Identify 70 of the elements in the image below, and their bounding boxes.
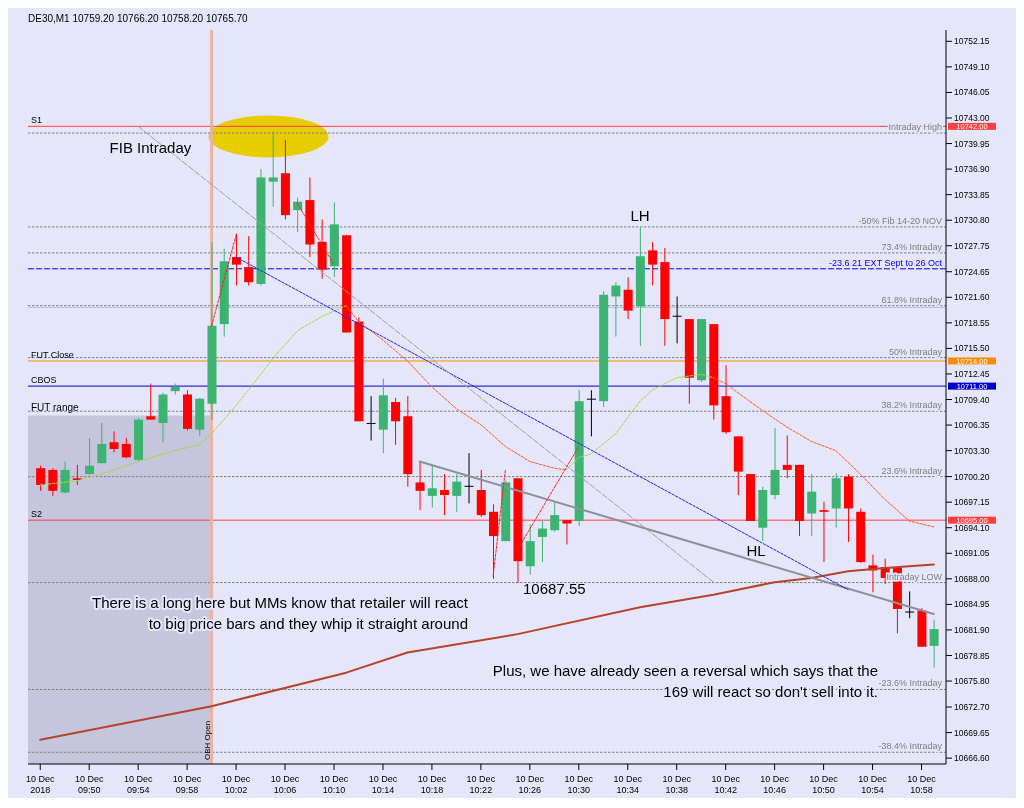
ref-line-label: 38.2% Intraday xyxy=(881,400,943,411)
y-tick-label: 10700.20 xyxy=(954,471,990,482)
x-tick-label: 10 Dec 10:42 xyxy=(711,774,741,795)
y-tick-label: 10675.80 xyxy=(954,676,990,687)
ref-line-label: 50% Intraday xyxy=(888,346,943,357)
x-tick-label: 10 Dec 10:02 xyxy=(221,774,251,795)
y-tick-label: 10678.85 xyxy=(954,650,990,661)
x-tick-label: 10 Dec 09:54 xyxy=(123,774,153,795)
y-tick-label: 10730.80 xyxy=(954,215,990,226)
annotation: FUT Close xyxy=(31,349,74,360)
x-tick-label: 10 Dec 10:26 xyxy=(515,774,545,795)
ref-line-label: -38.4% Intraday xyxy=(878,741,943,752)
ref-line-label: OBH Open xyxy=(202,720,212,760)
y-tick-label: 10724.65 xyxy=(954,266,990,277)
x-tick-label: 10 Dec 09:50 xyxy=(74,774,104,795)
y-tick-label: 10749.10 xyxy=(954,61,990,72)
ref-line-label: -23.6% Intraday xyxy=(878,678,943,689)
y-tick-label: 10718.55 xyxy=(954,317,990,328)
y-tick-label: 10712.45 xyxy=(954,368,990,379)
x-tick-label: 10 Dec 09:58 xyxy=(172,774,202,795)
y-tick-label: 10727.75 xyxy=(954,240,990,251)
y-tick-label: 10706.35 xyxy=(954,420,990,431)
annotation: S1 xyxy=(31,115,43,126)
x-tick-label: 10 Dec 10:54 xyxy=(858,774,888,795)
y-tick-label: 10669.65 xyxy=(954,727,990,738)
annotation: CBOS xyxy=(31,375,57,386)
y-tick-label: 10684.95 xyxy=(954,599,990,610)
x-tick-label: 10 Dec 10:58 xyxy=(907,774,937,795)
x-tick-label: 10 Dec 2018 xyxy=(25,774,55,795)
band-label: FUT range xyxy=(31,402,80,414)
annotation: 10687.55 xyxy=(523,579,586,597)
ref-line-label: 23.6% Intraday xyxy=(881,465,943,476)
y-tick-label: 10666.60 xyxy=(954,753,990,764)
y-tick-label: 10694.10 xyxy=(954,522,990,533)
y-tick-label: 10715.50 xyxy=(954,343,990,354)
annotation: S2 xyxy=(31,509,43,520)
x-tick-label: 10 Dec 10:10 xyxy=(319,774,349,795)
annotation: Plus, we have already seen a reversal which says that the 169 will react so don't sell into it. xyxy=(492,662,878,700)
y-tick-label: 10746.05 xyxy=(954,87,990,98)
y-tick-label: 10703.30 xyxy=(954,445,990,456)
x-tick-label: 10 Dec 10:30 xyxy=(564,774,594,795)
y-tick-label: 10739.95 xyxy=(954,138,990,149)
y-tick-label: 10681.90 xyxy=(954,624,990,635)
ref-line-label: 73.4% Intraday xyxy=(881,241,943,252)
y-tick-label: 10721.60 xyxy=(954,292,990,303)
x-tick-label: 10 Dec 10:46 xyxy=(760,774,790,795)
x-tick-label: 10 Dec 10:18 xyxy=(417,774,447,795)
y-tick-label: 10672.70 xyxy=(954,702,990,713)
y-tick-label: 10688.00 xyxy=(954,573,990,584)
annotation: LH xyxy=(630,207,650,224)
y-tick-label: 10736.90 xyxy=(954,164,990,175)
y-tick-label: 10752.15 xyxy=(954,36,990,47)
x-tick-label: 10 Dec 10:50 xyxy=(809,774,839,795)
x-tick-label: 10 Dec 10:22 xyxy=(466,774,496,795)
annotation: HL xyxy=(746,542,766,559)
ref-line-label: -50% Fib 14-20 NOV xyxy=(858,215,942,226)
x-tick-label: 10 Dec 10:34 xyxy=(613,774,643,795)
ref-line-label: 61.8% Intraday xyxy=(881,294,943,305)
annotation: There is a long here but MMs know that retailer will react to big price bars and they whip it straight around xyxy=(92,594,469,632)
y-tick-label: 10697.15 xyxy=(954,497,990,508)
y-tick-label: 10743.00 xyxy=(954,113,990,123)
ref-line-label: -23.6 21 EXT Sept to 26 Oct xyxy=(829,257,943,268)
x-tick-label: 10 Dec 10:06 xyxy=(270,774,300,795)
x-tick-label: 10 Dec 10:14 xyxy=(368,774,398,795)
x-tick-label: 10 Dec 10:38 xyxy=(662,774,692,795)
chart-title: DE30,M1 10759.20 10766.20 10758.20 10765.70 xyxy=(28,13,249,24)
y-tick-label: 10709.40 xyxy=(954,394,990,405)
annotation: FIB Intraday xyxy=(109,138,192,156)
y-tick-label: 10733.85 xyxy=(954,189,990,200)
y-tick-label: 10691.05 xyxy=(954,548,990,559)
